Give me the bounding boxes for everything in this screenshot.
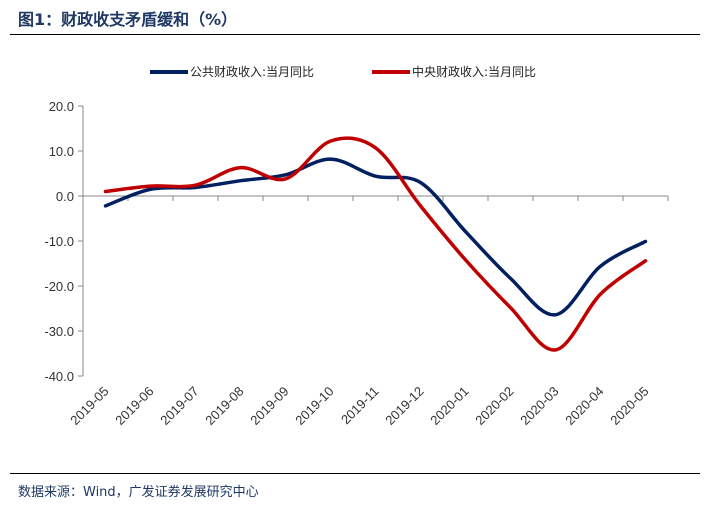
figure-title: 图1：财政收支矛盾缓和（%） [18, 10, 238, 29]
y-tick-label: -40.0 [44, 369, 74, 384]
x-tick-label: 2019-10 [292, 384, 336, 428]
x-tick-label: 2019-09 [247, 384, 291, 428]
x-tick-label: 2020-01 [427, 384, 471, 428]
x-tick-label: 2019-08 [202, 384, 246, 428]
series-line-2 [103, 136, 648, 352]
y-tick-label: -20.0 [44, 279, 74, 294]
footer-divider [10, 473, 700, 474]
x-tick-label: 2020-03 [517, 384, 561, 428]
x-tick-label: 2020-05 [607, 384, 651, 428]
source-note: 数据来源：Wind，广发证券发展研究中心 [18, 485, 259, 500]
y-tick-label: 20.0 [49, 99, 74, 114]
series-line-1 [103, 157, 648, 317]
legend-label-1: 公共财政收入:当月同比 [190, 65, 314, 79]
x-tick-label: 2019-05 [67, 384, 111, 428]
x-tick-label: 2019-11 [338, 384, 382, 428]
y-tick-label: -10.0 [44, 234, 74, 249]
y-tick-label: 0.0 [56, 189, 74, 204]
x-tick-label: 2019-06 [112, 384, 156, 428]
y-tick-label: 10.0 [49, 144, 74, 159]
title-divider [10, 34, 700, 35]
x-tick-label: 2020-04 [562, 384, 606, 428]
x-tick-label: 2019-07 [157, 384, 201, 428]
legend-label-2: 中央财政收入:当月同比 [412, 64, 536, 79]
x-tick-label: 2019-12 [382, 384, 426, 428]
x-tick-label: 2020-02 [472, 384, 516, 428]
y-tick-label: -30.0 [44, 324, 74, 339]
